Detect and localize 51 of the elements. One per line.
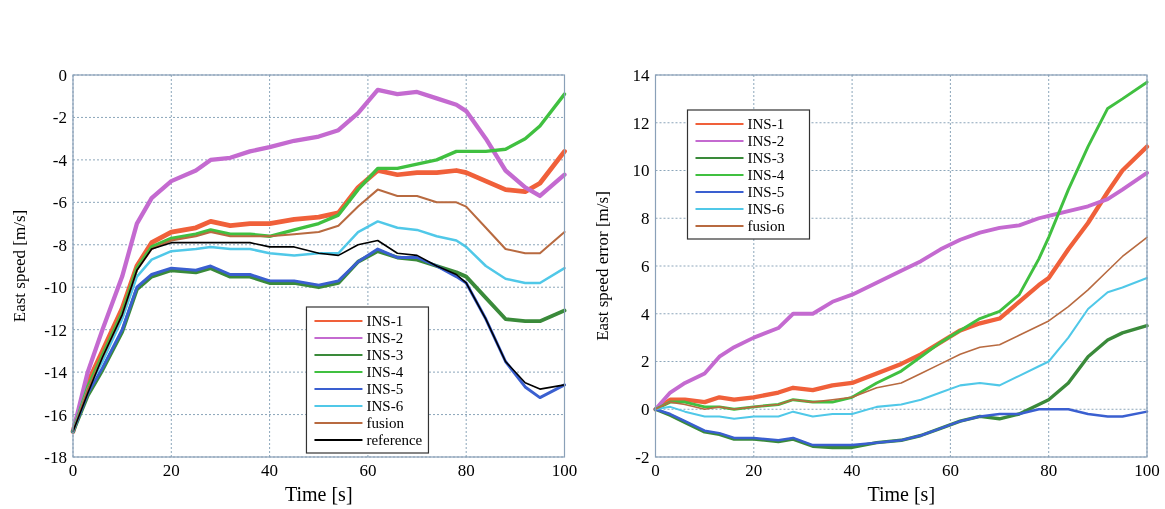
legend-label: INS-4 <box>366 364 404 381</box>
line-series <box>654 408 1149 447</box>
legend-label: INS-5 <box>747 184 785 201</box>
line-series <box>654 236 1148 411</box>
y-tick-label: -14 <box>44 363 68 383</box>
legend-label: INS-3 <box>747 150 785 167</box>
y-tick-label: 8 <box>641 209 650 229</box>
legend-label: fusion <box>366 415 405 432</box>
legend-label: INS-6 <box>747 201 785 218</box>
legend-label: INS-6 <box>366 398 404 415</box>
y-tick-label: 0 <box>641 400 650 420</box>
y-tick-label: -6 <box>52 193 67 213</box>
legend-label: INS-1 <box>747 116 785 133</box>
y-tick-label: 10 <box>632 161 650 181</box>
y-tick-label: 4 <box>641 304 650 324</box>
y-tick-label: 12 <box>632 113 650 133</box>
y-tick-label: -18 <box>44 447 67 467</box>
y-tick-label: 0 <box>58 65 67 85</box>
x-tick-label: 20 <box>162 461 180 480</box>
x-tick-label: 20 <box>745 461 763 480</box>
x-tick-label: 40 <box>843 461 861 480</box>
x-tick-label: 80 <box>457 461 475 480</box>
y-axis-title: East speed error [m/s] <box>592 191 612 341</box>
y-tick-label: 6 <box>641 256 650 276</box>
legend-label: fusion <box>747 218 786 235</box>
x-tick-label: 100 <box>551 461 578 480</box>
y-tick-label: -12 <box>44 320 67 340</box>
x-tick-label: 100 <box>1134 461 1160 480</box>
y-tick-label: 2 <box>641 352 650 372</box>
y-tick-label: -2 <box>635 447 650 467</box>
legend-label: INS-3 <box>366 347 404 364</box>
y-axis-title: East speed [m/s] <box>10 209 29 323</box>
y-tick-label: -2 <box>52 108 67 128</box>
y-tick-label: -10 <box>44 278 67 298</box>
y-tick-label: 14 <box>632 65 650 85</box>
legend-label: INS-5 <box>366 381 404 398</box>
legend-label: INS-2 <box>366 330 404 347</box>
legend-label: reference <box>366 432 423 449</box>
x-axis-title: Time [s] <box>284 483 353 505</box>
x-axis-title: Time [s] <box>867 483 936 505</box>
legend-label: INS-1 <box>366 313 404 330</box>
legend-label: INS-2 <box>747 133 785 150</box>
x-tick-label: 60 <box>941 461 959 480</box>
legend-label: INS-4 <box>747 167 785 184</box>
line-series <box>654 276 1149 420</box>
y-tick-label: -4 <box>52 150 68 170</box>
x-tick-label: 60 <box>359 461 377 480</box>
x-tick-label: 80 <box>1040 461 1058 480</box>
y-tick-label: -8 <box>52 235 67 255</box>
y-tick-label: -16 <box>44 405 67 425</box>
x-tick-label: 40 <box>261 461 279 480</box>
